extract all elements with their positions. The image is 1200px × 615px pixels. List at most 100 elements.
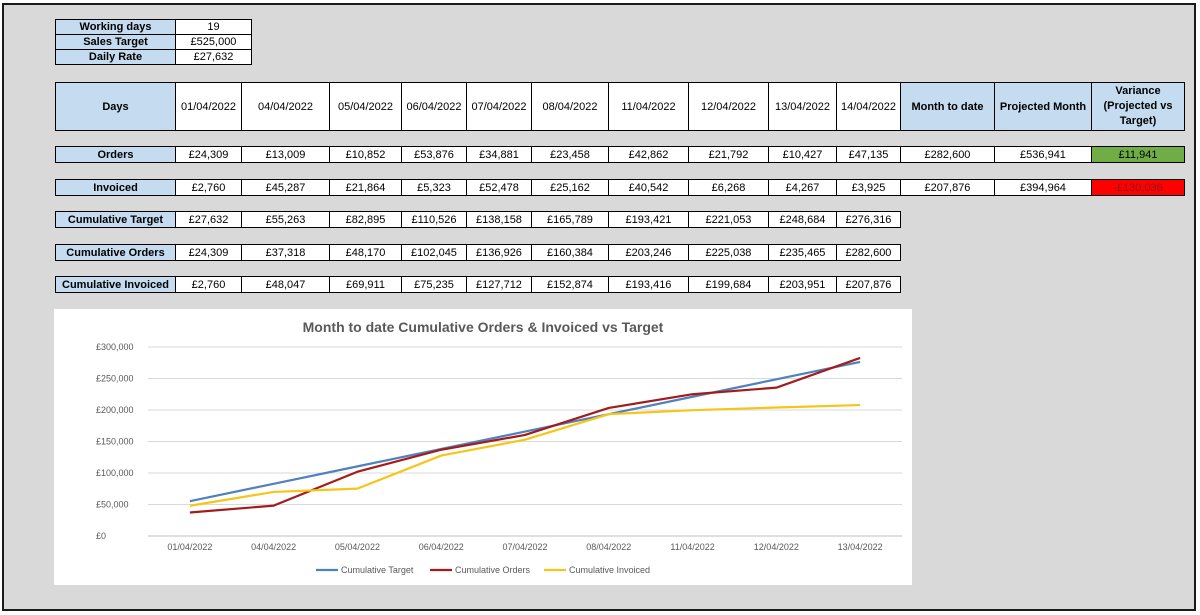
- cumulative-orders-cell[interactable]: £282,600: [836, 244, 901, 261]
- invoiced-month-to-date[interactable]: £207,876: [900, 179, 995, 196]
- cumulative-invoiced-cell[interactable]: £152,874: [531, 276, 609, 293]
- orders-projected[interactable]: £536,941: [994, 146, 1092, 163]
- cumulative-invoiced-cell[interactable]: £2,760: [175, 276, 242, 293]
- cumulative-target-cell[interactable]: £193,421: [608, 211, 689, 228]
- cumulative-orders-cell[interactable]: £24,309: [175, 244, 242, 261]
- cumulative-target-cell[interactable]: £248,684: [768, 211, 837, 228]
- cumulative-invoiced-cell[interactable]: £127,712: [466, 276, 532, 293]
- date-header-cell[interactable]: 01/04/2022: [175, 82, 242, 131]
- invoiced-cell[interactable]: £5,323: [401, 179, 467, 196]
- orders-cell[interactable]: £23,458: [531, 146, 609, 163]
- month-to-date-header: Month to date: [900, 82, 995, 131]
- invoiced-cell[interactable]: £25,162: [531, 179, 609, 196]
- invoiced-cell[interactable]: £2,760: [175, 179, 242, 196]
- date-header-cell[interactable]: 14/04/2022: [836, 82, 901, 131]
- cumulative-invoiced-cell[interactable]: £199,684: [688, 276, 769, 293]
- cumulative-invoiced-row: Cumulative Invoiced £2,760 £48,047 £69,9…: [55, 276, 901, 293]
- daily-rate-value[interactable]: £27,632: [175, 49, 252, 65]
- x-tick-label: 06/04/2022: [419, 542, 464, 552]
- cumulative-invoiced-cell[interactable]: £75,235: [401, 276, 467, 293]
- invoiced-cell[interactable]: £3,925: [836, 179, 901, 196]
- cumulative-invoiced-cell[interactable]: £69,911: [329, 276, 402, 293]
- date-header-cell[interactable]: 04/04/2022: [241, 82, 330, 131]
- cumulative-target-table: Cumulative Target £27,632 £55,263 £82,89…: [55, 211, 901, 228]
- invoiced-label: Invoiced: [55, 179, 176, 196]
- cumulative-orders-label: Cumulative Orders: [55, 244, 176, 261]
- date-header-cell[interactable]: 11/04/2022: [608, 82, 689, 131]
- invoiced-row: Invoiced £2,760 £45,287 £21,864 £5,323 £…: [55, 179, 1185, 196]
- cumulative-orders-cell[interactable]: £160,384: [531, 244, 609, 261]
- cumulative-invoiced-cell[interactable]: £203,951: [768, 276, 837, 293]
- projected-month-header: Projected Month: [994, 82, 1092, 131]
- series-line: [189, 403, 861, 507]
- orders-cell[interactable]: £21,792: [688, 146, 769, 163]
- x-tick-label: 08/04/2022: [586, 542, 631, 552]
- cumulative-target-cell[interactable]: £165,789: [531, 211, 609, 228]
- x-tick-label: 13/04/2022: [838, 542, 883, 552]
- cumulative-target-cell[interactable]: £138,158: [466, 211, 532, 228]
- legend-label: Cumulative Target: [341, 565, 414, 575]
- invoiced-cell[interactable]: £40,542: [608, 179, 689, 196]
- cumulative-orders-cell[interactable]: £102,045: [401, 244, 467, 261]
- cumulative-target-row: Cumulative Target £27,632 £55,263 £82,89…: [55, 211, 901, 228]
- orders-cell[interactable]: £10,852: [329, 146, 402, 163]
- cumulative-target-cell[interactable]: £276,316: [836, 211, 901, 228]
- chart-plot: £0 £50,000 £100,000 £150,000 £200,000 £250,00…: [96, 342, 902, 575]
- invoiced-cell[interactable]: £4,267: [768, 179, 837, 196]
- sales-target-value[interactable]: £525,000: [175, 34, 252, 50]
- cumulative-invoiced-cell[interactable]: £193,416: [608, 276, 689, 293]
- cumulative-orders-cell[interactable]: £203,246: [608, 244, 689, 261]
- orders-table: Orders £24,309 £13,009 £10,852 £53,876 £…: [55, 146, 1185, 163]
- invoiced-cell[interactable]: £52,478: [466, 179, 532, 196]
- invoiced-cell[interactable]: £21,864: [329, 179, 402, 196]
- cumulative-target-cell[interactable]: £221,053: [688, 211, 769, 228]
- sales-target-label: Sales Target: [55, 34, 176, 50]
- invoiced-cell[interactable]: £45,287: [241, 179, 330, 196]
- cumulative-target-cell[interactable]: £27,632: [175, 211, 242, 228]
- daily-rate-label: Daily Rate: [55, 49, 176, 65]
- invoiced-variance[interactable]: -£130,036: [1091, 179, 1185, 196]
- cumulative-orders-cell[interactable]: £136,926: [466, 244, 532, 261]
- x-tick-label: 11/04/2022: [670, 542, 714, 552]
- cumulative-chart[interactable]: Month to date Cumulative Orders & Invoic…: [54, 309, 912, 585]
- working-days-value[interactable]: 19: [175, 19, 252, 35]
- date-header-cell[interactable]: 06/04/2022: [401, 82, 467, 131]
- cumulative-target-cell[interactable]: £110,526: [401, 211, 467, 228]
- cumulative-invoiced-table: Cumulative Invoiced £2,760 £48,047 £69,9…: [55, 276, 901, 293]
- orders-cell[interactable]: £13,009: [241, 146, 330, 163]
- orders-cell[interactable]: £34,881: [466, 146, 532, 163]
- orders-cell[interactable]: £47,135: [836, 146, 901, 163]
- y-tick-label: £200,000: [96, 405, 134, 415]
- summary-row-working-days: Working days 19: [55, 19, 252, 35]
- y-tick-label: £50,000: [96, 500, 129, 510]
- orders-cell[interactable]: £53,876: [401, 146, 467, 163]
- cumulative-orders-cell[interactable]: £235,465: [768, 244, 837, 261]
- date-header-cell[interactable]: 12/04/2022: [688, 82, 769, 131]
- cumulative-orders-cell[interactable]: £37,318: [241, 244, 330, 261]
- days-header-table: Days 01/04/2022 04/04/2022 05/04/2022 06…: [55, 82, 1185, 131]
- days-header-row: Days 01/04/2022 04/04/2022 05/04/2022 06…: [55, 82, 1185, 131]
- y-tick-label: £0: [96, 531, 106, 541]
- cumulative-target-cell[interactable]: £82,895: [329, 211, 402, 228]
- orders-variance[interactable]: £11,941: [1091, 146, 1185, 163]
- date-header-cell[interactable]: 08/04/2022: [531, 82, 609, 131]
- orders-cell[interactable]: £24,309: [175, 146, 242, 163]
- x-tick-label: 04/04/2022: [251, 542, 296, 552]
- date-header-cell[interactable]: 05/04/2022: [329, 82, 402, 131]
- cumulative-orders-cell[interactable]: £225,038: [688, 244, 769, 261]
- cumulative-orders-row: Cumulative Orders £24,309 £37,318 £48,17…: [55, 244, 901, 261]
- orders-month-to-date[interactable]: £282,600: [900, 146, 995, 163]
- orders-cell[interactable]: £42,862: [608, 146, 689, 163]
- orders-cell[interactable]: £10,427: [768, 146, 837, 163]
- cumulative-invoiced-cell[interactable]: £207,876: [836, 276, 901, 293]
- summary-row-sales-target: Sales Target £525,000: [55, 34, 252, 50]
- cumulative-orders-cell[interactable]: £48,170: [329, 244, 402, 261]
- orders-label: Orders: [55, 146, 176, 163]
- invoiced-cell[interactable]: £6,268: [688, 179, 769, 196]
- date-header-cell[interactable]: 13/04/2022: [768, 82, 837, 131]
- cumulative-target-cell[interactable]: £55,263: [241, 211, 330, 228]
- cumulative-invoiced-cell[interactable]: £48,047: [241, 276, 330, 293]
- x-tick-label: 07/04/2022: [502, 542, 547, 552]
- date-header-cell[interactable]: 07/04/2022: [466, 82, 532, 131]
- invoiced-projected[interactable]: £394,964: [994, 179, 1092, 196]
